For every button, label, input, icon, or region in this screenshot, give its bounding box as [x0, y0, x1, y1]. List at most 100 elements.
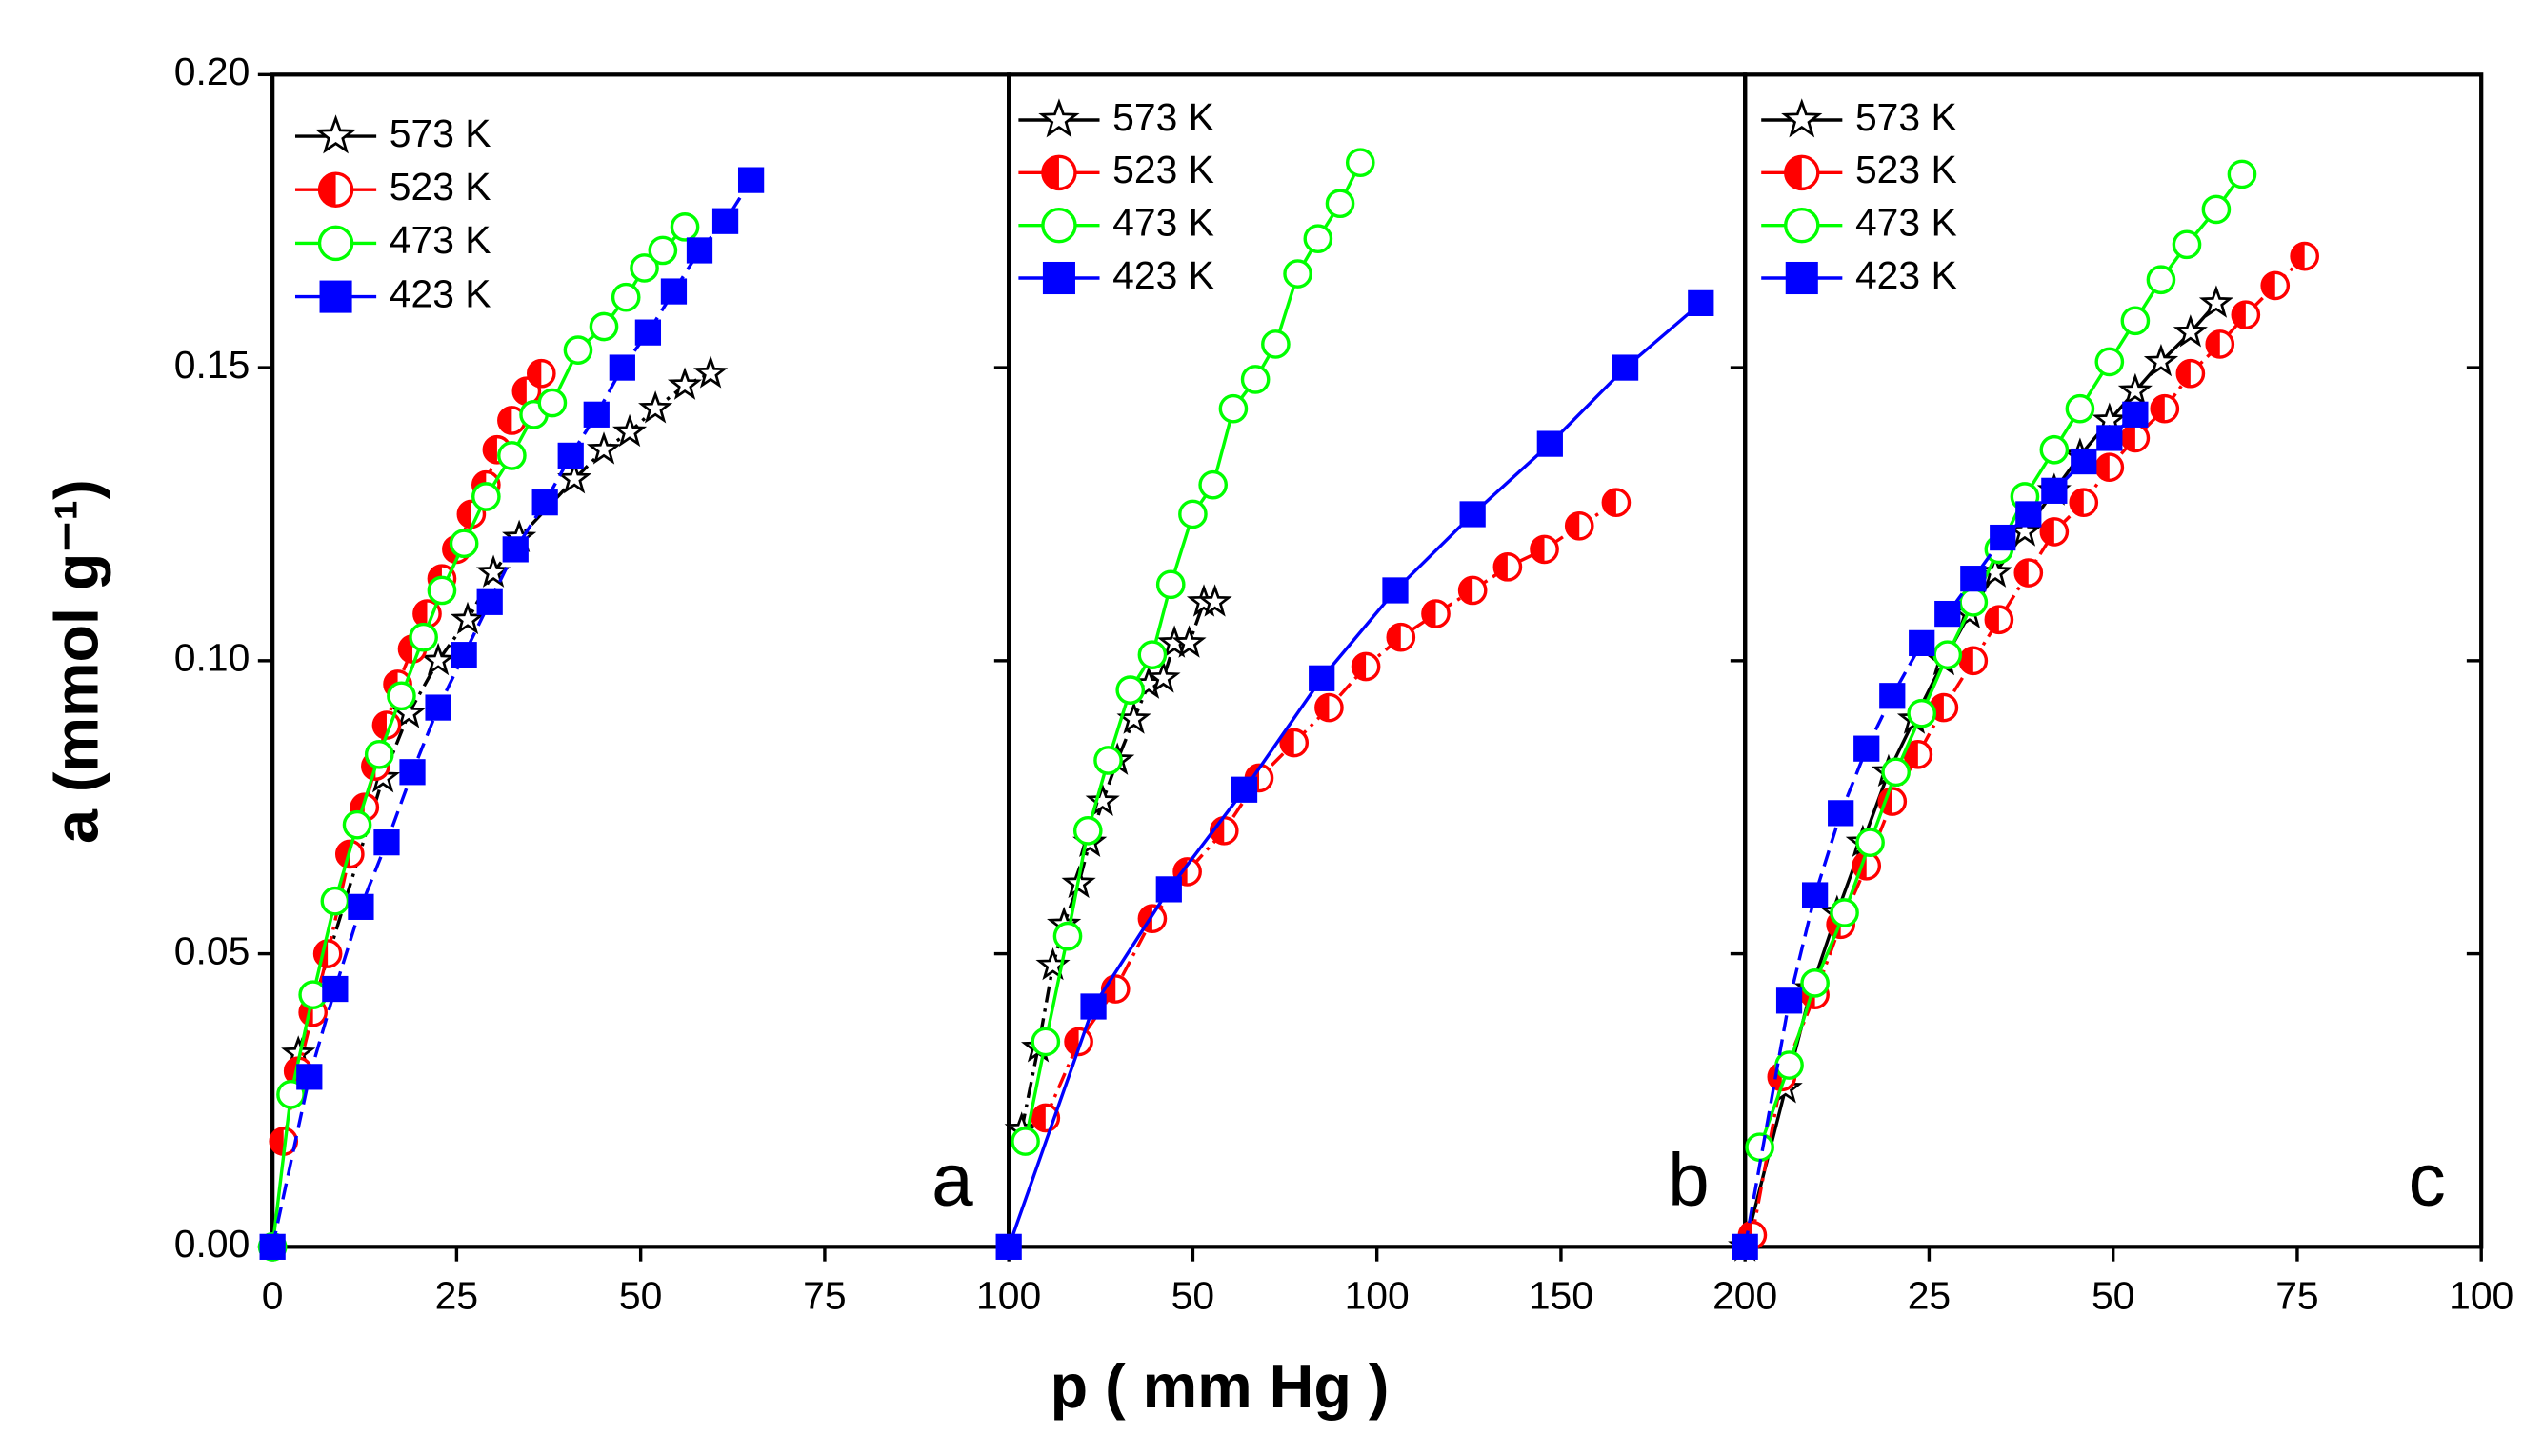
- x-tick-label: 25: [435, 1274, 478, 1318]
- marker-half: [1388, 624, 1401, 650]
- marker-half: [270, 1127, 284, 1155]
- marker: [638, 390, 673, 424]
- marker: [317, 171, 354, 208]
- marker: [1784, 207, 1820, 244]
- series-line: [1007, 302, 1702, 1247]
- marker-half: [373, 711, 387, 739]
- marker: [317, 225, 354, 262]
- marker: [693, 355, 729, 389]
- marker: [1536, 430, 1563, 457]
- marker: [1240, 365, 1271, 394]
- marker: [1785, 261, 1818, 295]
- marker-half: [2233, 302, 2246, 329]
- marker: [1042, 261, 1075, 295]
- marker: [1781, 98, 1823, 138]
- marker: [2143, 343, 2179, 377]
- y-tick-label: 0.15: [174, 343, 250, 387]
- marker: [420, 642, 456, 676]
- marker: [737, 167, 765, 193]
- marker: [2096, 425, 2123, 451]
- marker: [1041, 154, 1077, 191]
- marker-half: [2122, 425, 2135, 451]
- marker: [2015, 501, 2042, 528]
- legend-label: 423 K: [1855, 253, 1957, 297]
- marker-half: [1459, 577, 1473, 604]
- marker: [1279, 728, 1310, 758]
- marker-half: [1960, 648, 1973, 674]
- marker-half: [1032, 1105, 1046, 1131]
- marker: [1155, 569, 1186, 600]
- x-tick-label: 0: [262, 1274, 284, 1318]
- marker: [2069, 488, 2099, 517]
- marker: [1934, 600, 1961, 628]
- marker-half: [1315, 694, 1330, 721]
- marker: [1085, 783, 1120, 816]
- marker: [1421, 599, 1451, 628]
- marker: [634, 319, 662, 346]
- marker: [1197, 584, 1232, 617]
- marker: [630, 253, 659, 283]
- marker: [1351, 651, 1381, 682]
- marker: [1261, 329, 1291, 359]
- marker: [2231, 300, 2261, 330]
- plot-frame: [270, 72, 1011, 1249]
- marker: [320, 886, 350, 916]
- series-line: [1751, 254, 2306, 1236]
- x-axis-label: p ( mm Hg ): [1051, 1351, 1390, 1421]
- legend-label: 473 K: [390, 218, 491, 262]
- marker: [1828, 800, 1854, 827]
- legend-label: 523 K: [390, 165, 491, 209]
- marker: [1984, 605, 2014, 635]
- marker: [1080, 993, 1107, 1020]
- marker: [611, 413, 648, 448]
- marker-half: [2041, 518, 2054, 546]
- marker: [1072, 816, 1103, 846]
- marker: [1907, 698, 1937, 728]
- marker: [399, 759, 426, 786]
- marker-half: [1139, 906, 1152, 932]
- marker: [1218, 393, 1249, 424]
- marker: [670, 212, 700, 242]
- marker-half: [1352, 653, 1367, 680]
- marker: [1958, 587, 1989, 617]
- marker: [1382, 577, 1409, 604]
- marker-half: [2177, 360, 2191, 387]
- marker: [450, 601, 486, 635]
- marker: [1038, 98, 1080, 138]
- marker: [2175, 358, 2206, 389]
- marker-half: [2262, 272, 2275, 299]
- marker: [1990, 524, 2016, 551]
- marker-half: [2015, 559, 2029, 587]
- y-tick-label: 0.05: [174, 928, 250, 972]
- marker-half: [1065, 1028, 1079, 1055]
- marker: [373, 829, 400, 856]
- marker: [319, 280, 352, 313]
- marker: [611, 282, 641, 312]
- marker-half: [2152, 395, 2165, 422]
- marker: [1564, 510, 1594, 541]
- marker: [586, 431, 622, 465]
- series-line: [1758, 172, 2244, 1148]
- marker: [476, 588, 503, 615]
- marker: [1146, 660, 1181, 693]
- marker-half: [1042, 156, 1059, 189]
- marker: [563, 335, 593, 365]
- marker: [314, 114, 357, 154]
- marker-half: [1422, 600, 1436, 628]
- marker: [1457, 575, 1488, 606]
- marker: [2094, 347, 2125, 377]
- marker: [1011, 1127, 1040, 1156]
- x-tick-label: 100: [2449, 1274, 2513, 1318]
- marker: [1958, 646, 1989, 676]
- marker-half: [1986, 607, 1999, 633]
- series-line: [296, 371, 711, 1054]
- series-line: [270, 179, 753, 1247]
- series-line: [1743, 413, 2137, 1247]
- marker: [425, 694, 451, 721]
- marker-half: [2096, 454, 2110, 481]
- marker: [1601, 488, 1632, 517]
- marker: [589, 311, 619, 342]
- x-tick-label: 75: [2275, 1274, 2318, 1318]
- marker: [526, 358, 556, 389]
